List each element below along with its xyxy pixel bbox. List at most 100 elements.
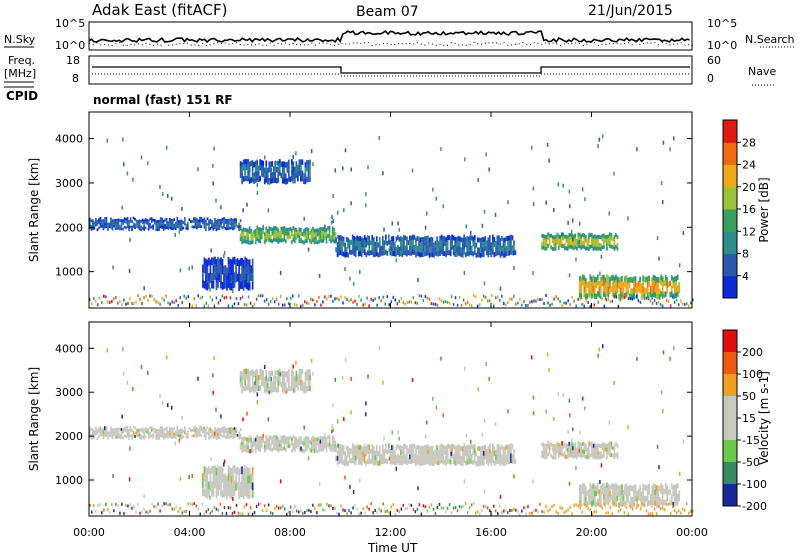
velocity-echo-cell [260, 436, 263, 441]
velocity-echo-cell [590, 495, 593, 502]
power-echo-cell [253, 161, 256, 168]
power-echo-cell [628, 282, 631, 288]
power-echo-cell [481, 246, 484, 252]
colorbar-segment [723, 142, 737, 165]
power-echo-cell [325, 228, 328, 233]
velocity-echo-cell [604, 447, 607, 452]
power-echo-cell [283, 167, 286, 173]
velocity-echo-cell [202, 472, 204, 481]
power-echo-cell [123, 225, 126, 229]
velocity-echo-cell [304, 448, 307, 452]
velocity-echo-cell [600, 444, 602, 449]
power-echo-cell [433, 247, 435, 253]
power-echo-cell [598, 286, 601, 293]
power-echo-cell [165, 145, 168, 150]
velocity-echo-cell [161, 426, 164, 430]
power-echo-cell [430, 241, 432, 247]
power-echo-cell [368, 245, 371, 251]
velocity-echo-cell [391, 445, 393, 451]
power-echo-cell [256, 159, 259, 166]
power-echo-cell [431, 252, 434, 258]
power-echo-cell [208, 219, 210, 223]
velocity-echo-cell [360, 460, 363, 466]
velocity-echo-cell [280, 382, 283, 388]
power-echo-cell [368, 304, 370, 308]
velocity-echo-cell [578, 448, 581, 453]
velocity-echo-cell [191, 428, 194, 432]
power-echo-cell [215, 228, 218, 232]
velocity-echo-cell [572, 454, 575, 459]
velocity-echo-cell [609, 485, 611, 492]
velocity-echo-cell [400, 459, 402, 465]
power-echo-cell [544, 242, 546, 247]
power-echo-cell [353, 235, 356, 241]
velocity-echo-cell [159, 428, 162, 432]
power-echo-cell [287, 302, 290, 306]
power-echo-cell [233, 220, 236, 224]
velocity-echo-cell [245, 368, 248, 375]
power-echo-cell [209, 227, 212, 230]
power-echo-cell [381, 235, 384, 241]
velocity-echo-cell [507, 454, 509, 460]
power-echo-cell [362, 242, 365, 248]
velocity-echo-cell [611, 512, 614, 516]
power-echo-cell [213, 146, 215, 151]
power-echo-cell [300, 227, 302, 232]
power-echo-cell [309, 159, 311, 166]
power-echo-cell [454, 241, 457, 247]
power-echo-cell [314, 303, 316, 307]
power-echo-cell [307, 247, 310, 252]
velocity-echo-cell [463, 458, 466, 463]
power-echo-cell [281, 303, 284, 307]
velocity-echo-cell [607, 450, 610, 455]
velocity-echo-cell [338, 512, 340, 516]
power-echo-cell [657, 300, 660, 304]
velocity-echo-cell [442, 506, 445, 510]
velocity-echo-cell [280, 443, 283, 448]
power-echo-cell [354, 241, 357, 247]
velocity-echo-cell [277, 381, 280, 387]
power-echo-cell [257, 170, 260, 177]
velocity-echo-cell [103, 426, 106, 431]
velocity-echo-cell [289, 443, 292, 448]
power-echo-cell [689, 301, 692, 305]
velocity-echo-cell [435, 405, 438, 410]
velocity-echo-cell [283, 507, 286, 511]
velocity-echo-cell [462, 504, 465, 508]
velocity-echo-cell [598, 494, 601, 501]
power-echo-cell [233, 279, 236, 288]
power-echo-cell [556, 232, 559, 237]
power-echo-cell [599, 271, 601, 276]
velocity-echo-cell [233, 465, 236, 473]
velocity-echo-cell [268, 387, 271, 393]
power-echo-cell [590, 287, 593, 294]
velocity-echo-cell [292, 381, 295, 388]
velocity-echo-cell [132, 431, 135, 434]
power-echo-cell [639, 282, 641, 288]
velocity-echo-cell [613, 502, 616, 506]
power-echo-cell [624, 281, 626, 288]
velocity-echo-cell [482, 455, 485, 461]
velocity-echo-cell [484, 444, 487, 450]
power-echo-cell [277, 177, 280, 183]
velocity-echo-cell [487, 446, 490, 452]
power-echo-cell [375, 241, 378, 247]
power-echo-cell [350, 249, 352, 255]
power-echo-cell [609, 244, 611, 248]
power-echo-cell [375, 246, 378, 252]
power-echo-cell [473, 249, 476, 255]
power-echo-cell [108, 222, 111, 226]
velocity-echo-cell [411, 378, 414, 383]
power-echo-cell [295, 166, 298, 173]
power-echo-cell [532, 202, 535, 207]
velocity-echo-cell [554, 451, 557, 456]
power-echo-cell [165, 226, 168, 229]
power-echo-cell [566, 246, 569, 251]
power-echo-cell [99, 216, 102, 220]
velocity-echo-cell [125, 427, 127, 430]
velocity-echo-cell [351, 448, 354, 454]
power-echo-cell [214, 220, 216, 224]
velocity-echo-cell [510, 458, 512, 464]
power-echo-cell [248, 274, 251, 283]
